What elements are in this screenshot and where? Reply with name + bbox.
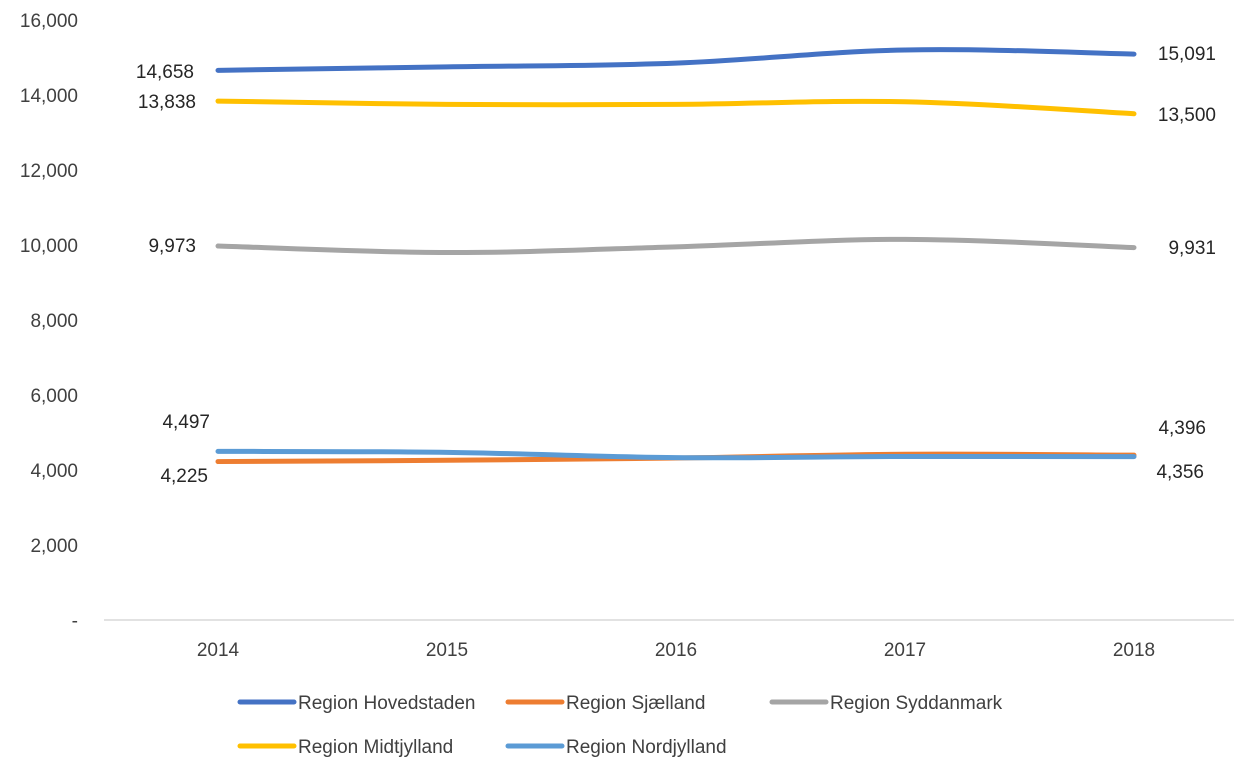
data-label-region-midtjylland-2018: 13,500 (1158, 105, 1216, 126)
y-tick-label: 4,000 (30, 461, 78, 482)
x-tick-label: 2018 (1113, 640, 1155, 661)
legend-label: Region Sjælland (566, 693, 705, 714)
x-tick-label: 2014 (197, 640, 240, 661)
legend-label: Region Midtjylland (298, 737, 453, 758)
series-line-region-syddanmark (215, 236, 1137, 256)
legend-item-region-sjaelland: Region Sjælland (505, 693, 705, 714)
x-axis: 2014 2015 2016 2017 2018 (104, 619, 1234, 661)
data-label-region-nordjylland-2018: 4,356 (1156, 462, 1204, 483)
y-tick-label: 14,000 (20, 86, 78, 107)
legend-item-region-hovedstaden: Region Hovedstaden (237, 693, 475, 714)
data-label-region-syddanmark-2018: 9,931 (1168, 238, 1216, 259)
legend-item-region-midtjylland: Region Midtjylland (237, 737, 453, 758)
y-tick-label: 10,000 (20, 236, 78, 257)
data-label-region-hovedstaden-2014: 14,658 (136, 62, 194, 83)
series-line-region-midtjylland (215, 98, 1137, 117)
series-line-region-nordjylland (215, 448, 1137, 461)
data-label-layer: 14,658 15,091 4,225 4,396 9,973 9,931 13,838 13… (136, 44, 1216, 487)
series-line-region-hovedstaden (215, 47, 1137, 73)
legend-label: Region Hovedstaden (298, 693, 475, 714)
y-tick-label: 2,000 (30, 536, 78, 557)
legend-label: Region Syddanmark (830, 693, 1003, 714)
x-tick-label: 2015 (426, 640, 468, 661)
legend: Region Hovedstaden Region Sjælland Region … (237, 693, 1003, 758)
y-axis: - 2,000 4,000 6,000 8,000 10,000 12,000 14,000 1… (20, 11, 78, 632)
y-tick-label: 12,000 (20, 161, 78, 182)
data-label-region-midtjylland-2014: 13,838 (138, 92, 196, 113)
y-tick-label: 8,000 (30, 311, 78, 332)
data-label-region-syddanmark-2014: 9,973 (148, 236, 196, 257)
data-label-region-hovedstaden-2018: 15,091 (1158, 44, 1216, 65)
data-label-region-sjaelland-2018: 4,396 (1158, 418, 1206, 439)
y-tick-label: - (72, 611, 78, 632)
y-tick-label: 16,000 (20, 11, 78, 32)
legend-item-region-syddanmark: Region Syddanmark (769, 693, 1003, 714)
series-layer (215, 47, 1137, 465)
data-label-region-nordjylland-2014: 4,497 (162, 412, 210, 433)
legend-item-region-nordjylland: Region Nordjylland (505, 737, 727, 758)
y-tick-label: 6,000 (30, 386, 78, 407)
legend-label: Region Nordjylland (566, 737, 727, 758)
x-tick-label: 2016 (655, 640, 697, 661)
x-tick-label: 2017 (884, 640, 926, 661)
data-label-region-sjaelland-2014: 4,225 (160, 466, 208, 487)
